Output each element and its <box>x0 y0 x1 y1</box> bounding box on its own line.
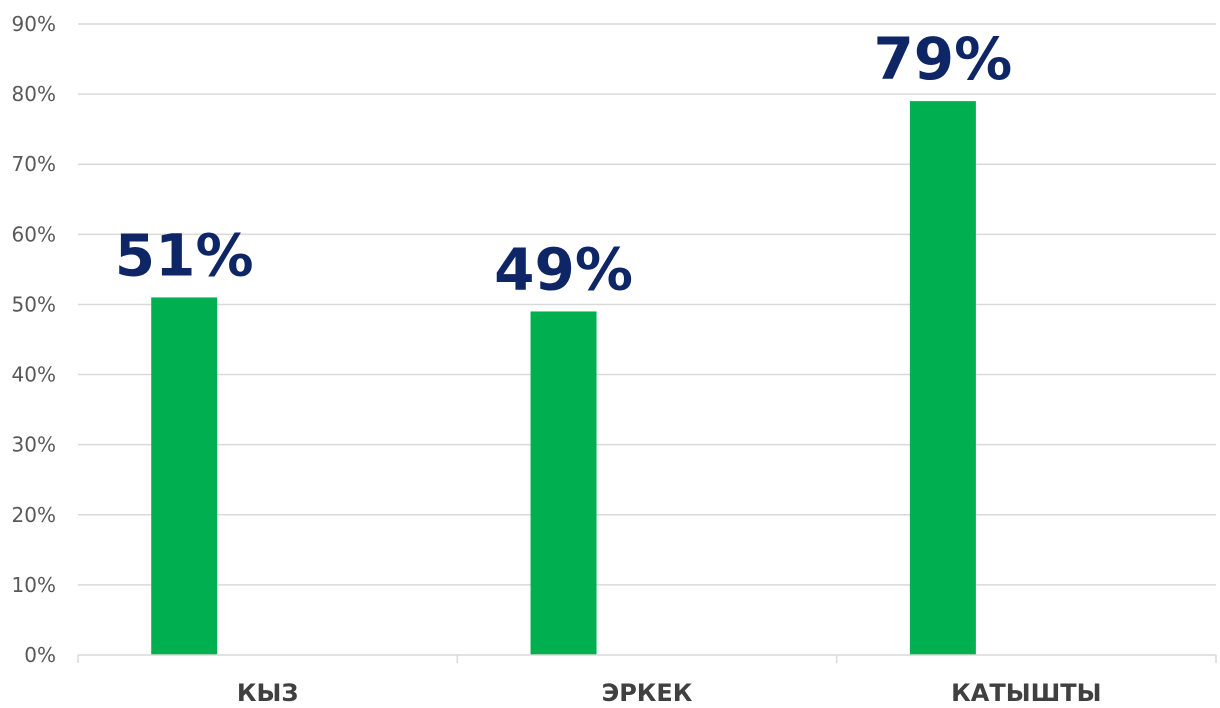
y-tick-label: 80% <box>12 82 56 106</box>
y-tick-label: 40% <box>12 363 56 387</box>
bar <box>151 297 218 655</box>
y-tick-label: 50% <box>12 292 56 316</box>
data-labels: 51% 49% 79% <box>115 25 1012 303</box>
bars <box>151 101 976 656</box>
y-tick-label: 60% <box>12 222 56 246</box>
y-tick-label: 30% <box>12 433 56 457</box>
data-label: 79% <box>873 25 1012 93</box>
bar <box>530 311 597 655</box>
y-axis-tick-labels: 0% 10% 20% 30% 40% 50% 60% 70% 80% 90% <box>12 12 56 667</box>
y-tick-label: 90% <box>12 12 56 36</box>
y-tick-label: 0% <box>24 643 56 667</box>
bar <box>909 101 976 656</box>
x-category-label: КЫЗ <box>237 679 299 707</box>
y-tick-label: 20% <box>12 503 56 527</box>
x-category-label: КАТЫШТЫ <box>951 679 1101 707</box>
data-label: 51% <box>115 221 254 289</box>
y-tick-label: 70% <box>12 152 56 176</box>
data-label: 49% <box>494 235 633 303</box>
x-category-label: ЭРКЕК <box>602 679 693 707</box>
gridlines <box>78 23 1216 586</box>
x-axis: КЫЗ ЭРКЕК КАТЫШТЫ <box>77 654 1217 707</box>
y-tick-label: 10% <box>12 573 56 597</box>
